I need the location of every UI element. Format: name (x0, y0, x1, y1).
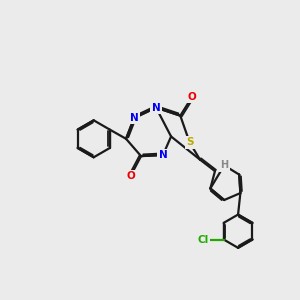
Text: N: N (159, 150, 167, 160)
Text: H: H (220, 160, 229, 170)
Text: N: N (152, 103, 161, 112)
Text: Cl: Cl (198, 235, 209, 244)
Text: O: O (126, 171, 135, 181)
Text: O: O (220, 160, 229, 170)
Text: O: O (188, 92, 196, 102)
Text: N: N (130, 113, 139, 123)
Text: S: S (186, 137, 193, 147)
